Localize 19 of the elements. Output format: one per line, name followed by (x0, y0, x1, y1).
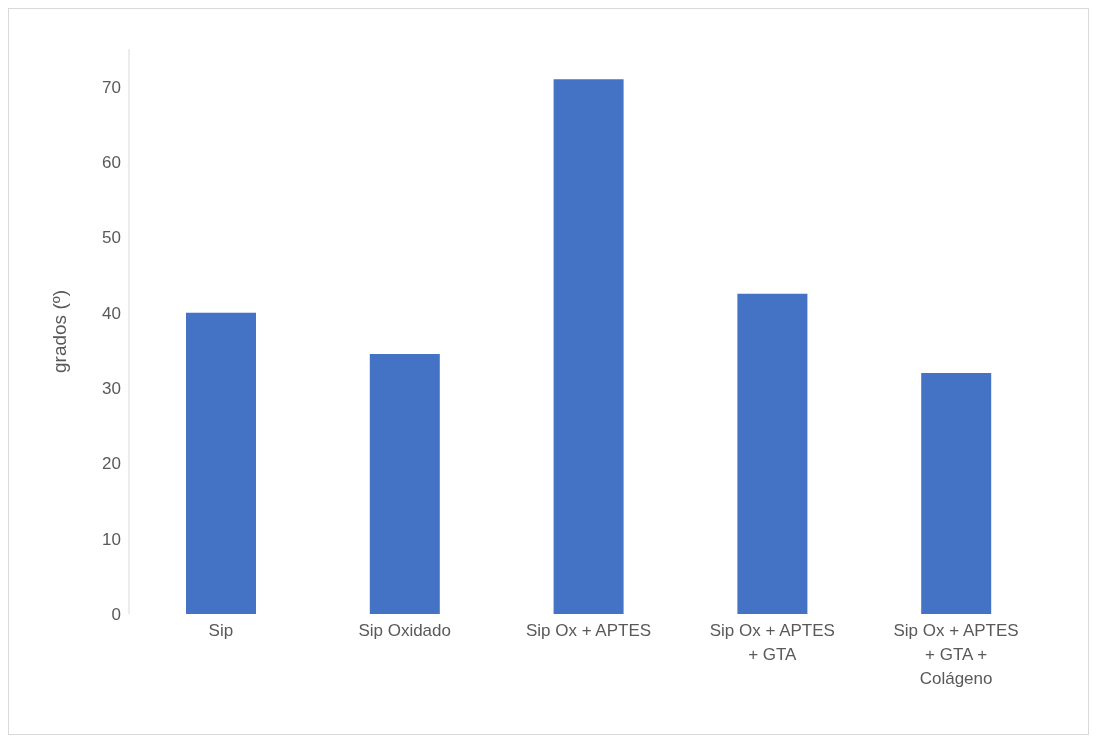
y-tick-label: 40 (102, 303, 121, 323)
bar (921, 372, 992, 614)
y-tick-label: 10 (102, 529, 121, 549)
y-tick-label: 30 (102, 379, 121, 399)
x-tick-label: Sip (208, 621, 234, 640)
y-tick-label: 60 (102, 153, 121, 173)
y-tick-label: 20 (102, 454, 121, 474)
x-tick-label: Sip Ox + APTES (525, 621, 652, 640)
y-axis-title: grados (º) (48, 290, 70, 373)
y-tick-label: 0 (111, 605, 121, 625)
x-tick-label: Sip Oxidado (358, 621, 452, 640)
x-tick-label: Sip Ox + APTES + GTA (709, 621, 835, 664)
bar (553, 79, 624, 614)
bar (186, 312, 256, 614)
x-tick-label: Sip Ox + APTES + GTA + Colágeno (893, 621, 1019, 688)
bar (737, 293, 808, 614)
y-tick-label: 50 (102, 228, 121, 248)
y-tick-label: 70 (102, 77, 121, 97)
bar (369, 354, 440, 614)
